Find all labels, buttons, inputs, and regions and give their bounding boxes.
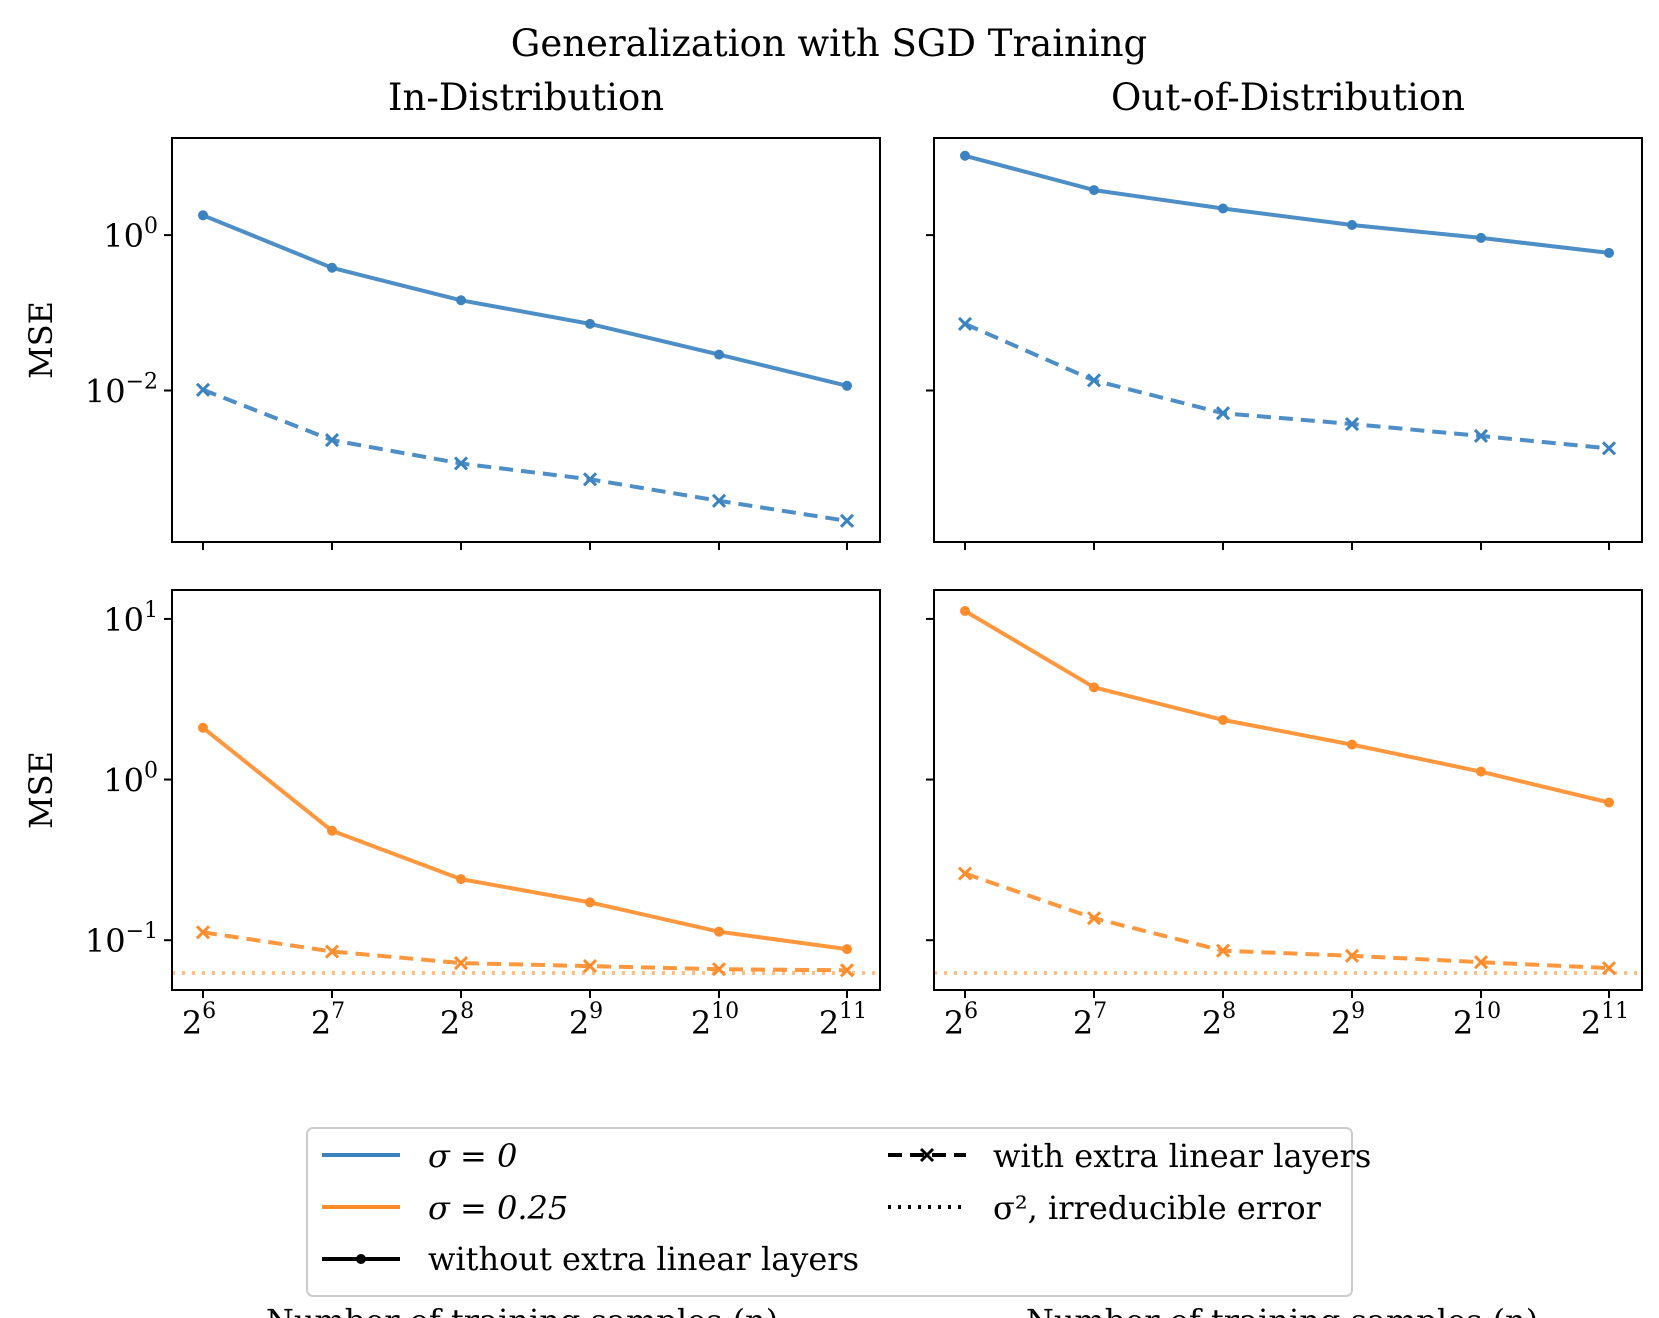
data-point-top-left-1-4 [711, 493, 727, 508]
data-point-bottom-right-1-4 [1473, 955, 1489, 970]
panel-title-top-right: Out-of-Distribution [1111, 76, 1465, 119]
x-axis-label-right: Number of training samples (n) [1026, 1302, 1538, 1318]
series-line-top-right-1 [964, 322, 1610, 451]
y-tick-label-top-left-0: 100 [103, 214, 158, 255]
series-line-bottom-right-1 [964, 871, 1610, 971]
panel-top-left: In-Distribution MSE 100 10−2 [22, 76, 881, 550]
data-point-top-right-1-0 [957, 316, 973, 331]
x-tick-label-bottom-left-5: 211 [819, 999, 867, 1042]
data-point-bottom-left-1-5 [839, 963, 855, 978]
data-point-top-right-0-2 [1218, 203, 1228, 214]
x-axis-label-left: Number of training samples (n) [266, 1302, 778, 1318]
series-line-top-left-1 [202, 387, 848, 523]
y-tick-label-bottom-left-2: 10−1 [85, 919, 158, 960]
panel-bottom-right: 26 27 28 29 210 211 [926, 589, 1643, 1042]
data-point-top-right-1-1 [1086, 373, 1102, 388]
data-point-bottom-right-1-5 [1601, 961, 1617, 976]
data-point-bottom-right-0-0 [960, 606, 970, 617]
data-point-bottom-left-1-0 [195, 925, 211, 940]
axes-frame-top-right [933, 137, 1643, 543]
data-point-top-left-0-3 [585, 318, 595, 329]
axes-frame-top-left [171, 137, 881, 543]
data-point-top-left-1-0 [195, 382, 211, 397]
panel-top-right: Out-of-Distribution [926, 76, 1643, 550]
y-tick-label-top-left-1: 10−2 [85, 370, 158, 411]
x-tick-label-bottom-right-4: 210 [1453, 999, 1501, 1042]
x-tick-label-bottom-right-1: 27 [1073, 999, 1107, 1042]
data-point-bottom-left-0-5 [842, 944, 852, 955]
data-point-top-left-1-1 [324, 433, 340, 448]
legend-irreducible-label: σ², irreducible error [993, 1189, 1322, 1227]
data-point-top-right-1-2 [1215, 406, 1231, 421]
series-line-bottom-left-1 [202, 930, 848, 973]
y-tick-label-bottom-left-0: 101 [103, 598, 158, 639]
y-axis-label-bottom-left: MSE [22, 751, 60, 829]
series-line-top-right-0 [964, 153, 1610, 255]
legend-sigma025-label: σ = 0.25 [428, 1189, 568, 1227]
data-point-bottom-left-0-1 [327, 825, 337, 836]
data-point-bottom-right-1-0 [957, 866, 973, 881]
data-point-top-left-0-4 [714, 349, 724, 360]
legend-without-marker [356, 1254, 366, 1264]
data-point-bottom-right-0-5 [1604, 797, 1614, 808]
data-point-bottom-right-1-3 [1344, 948, 1360, 963]
series-line-bottom-right-0 [963, 609, 1610, 805]
legend-without-label: without extra linear layers [428, 1240, 859, 1278]
x-tick-label-bottom-left-1: 27 [311, 999, 345, 1042]
data-point-bottom-right-0-2 [1218, 714, 1228, 725]
data-point-bottom-left-0-2 [456, 874, 466, 885]
data-point-bottom-left-1-3 [582, 959, 598, 974]
data-point-top-right-1-3 [1344, 416, 1360, 432]
x-tick-label-bottom-left-0: 26 [182, 999, 216, 1042]
data-point-bottom-left-0-3 [585, 897, 595, 908]
y-tick-label-bottom-left-1: 100 [103, 759, 158, 800]
x-tick-label-bottom-right-3: 29 [1331, 999, 1365, 1042]
data-point-bottom-right-1-1 [1086, 911, 1102, 926]
data-point-top-left-1-5 [839, 513, 855, 528]
legend-with-marker [919, 1147, 935, 1163]
data-point-top-right-1-4 [1473, 428, 1489, 444]
panel-title-top-left: In-Distribution [388, 76, 664, 119]
data-point-top-left-0-0 [198, 210, 208, 221]
series-line-top-left-0 [202, 213, 848, 388]
legend-sigma0-label: σ = 0 [428, 1137, 517, 1175]
data-point-bottom-right-0-3 [1347, 739, 1357, 750]
axes-frame-bottom-right [933, 589, 1643, 991]
data-point-bottom-right-0-4 [1476, 766, 1486, 777]
data-point-top-right-0-5 [1604, 247, 1614, 258]
x-tick-label-bottom-right-2: 28 [1202, 999, 1236, 1042]
data-point-bottom-left-1-2 [453, 956, 469, 971]
data-point-top-right-0-1 [1089, 185, 1099, 196]
data-point-top-left-1-3 [582, 472, 598, 487]
data-point-top-right-0-4 [1476, 232, 1486, 243]
series-line-bottom-left-0 [201, 726, 848, 952]
data-point-top-left-0-5 [842, 380, 852, 391]
data-point-bottom-left-1-1 [324, 944, 340, 959]
panel-bottom-left: MSE 101 100 10−1 26 27 28 29 210 211 [22, 589, 881, 1042]
x-tick-label-bottom-left-2: 28 [440, 999, 474, 1042]
figure-suptitle: Generalization with SGD Training [511, 22, 1147, 65]
data-point-bottom-right-0-1 [1089, 682, 1099, 693]
x-tick-label-bottom-right-0: 26 [944, 999, 978, 1042]
data-point-top-right-0-0 [960, 150, 970, 161]
data-point-top-right-1-5 [1601, 441, 1617, 456]
y-axis-label-top-left: MSE [22, 301, 60, 379]
data-point-top-left-1-2 [453, 456, 469, 471]
data-point-top-left-0-1 [327, 262, 337, 273]
x-tick-label-bottom-left-4: 210 [691, 999, 739, 1042]
legend-frame [306, 1127, 1353, 1297]
data-point-bottom-left-1-4 [711, 962, 727, 977]
legend: σ = 0 σ = 0.25 without extra linear laye… [306, 1127, 1371, 1297]
panels: In-Distribution MSE 100 10−2 Out-of-Distribu… [22, 76, 1643, 1042]
x-tick-label-bottom-right-5: 211 [1581, 999, 1629, 1042]
data-point-bottom-left-0-4 [714, 926, 724, 937]
data-point-bottom-right-1-2 [1215, 943, 1231, 958]
data-point-top-right-0-3 [1347, 219, 1357, 230]
data-point-bottom-left-0-0 [198, 722, 208, 733]
x-tick-label-bottom-left-3: 29 [569, 999, 603, 1042]
data-point-top-left-0-2 [456, 295, 466, 306]
legend-with-label: with extra linear layers [993, 1137, 1371, 1175]
axes-frame-bottom-left [171, 589, 881, 991]
